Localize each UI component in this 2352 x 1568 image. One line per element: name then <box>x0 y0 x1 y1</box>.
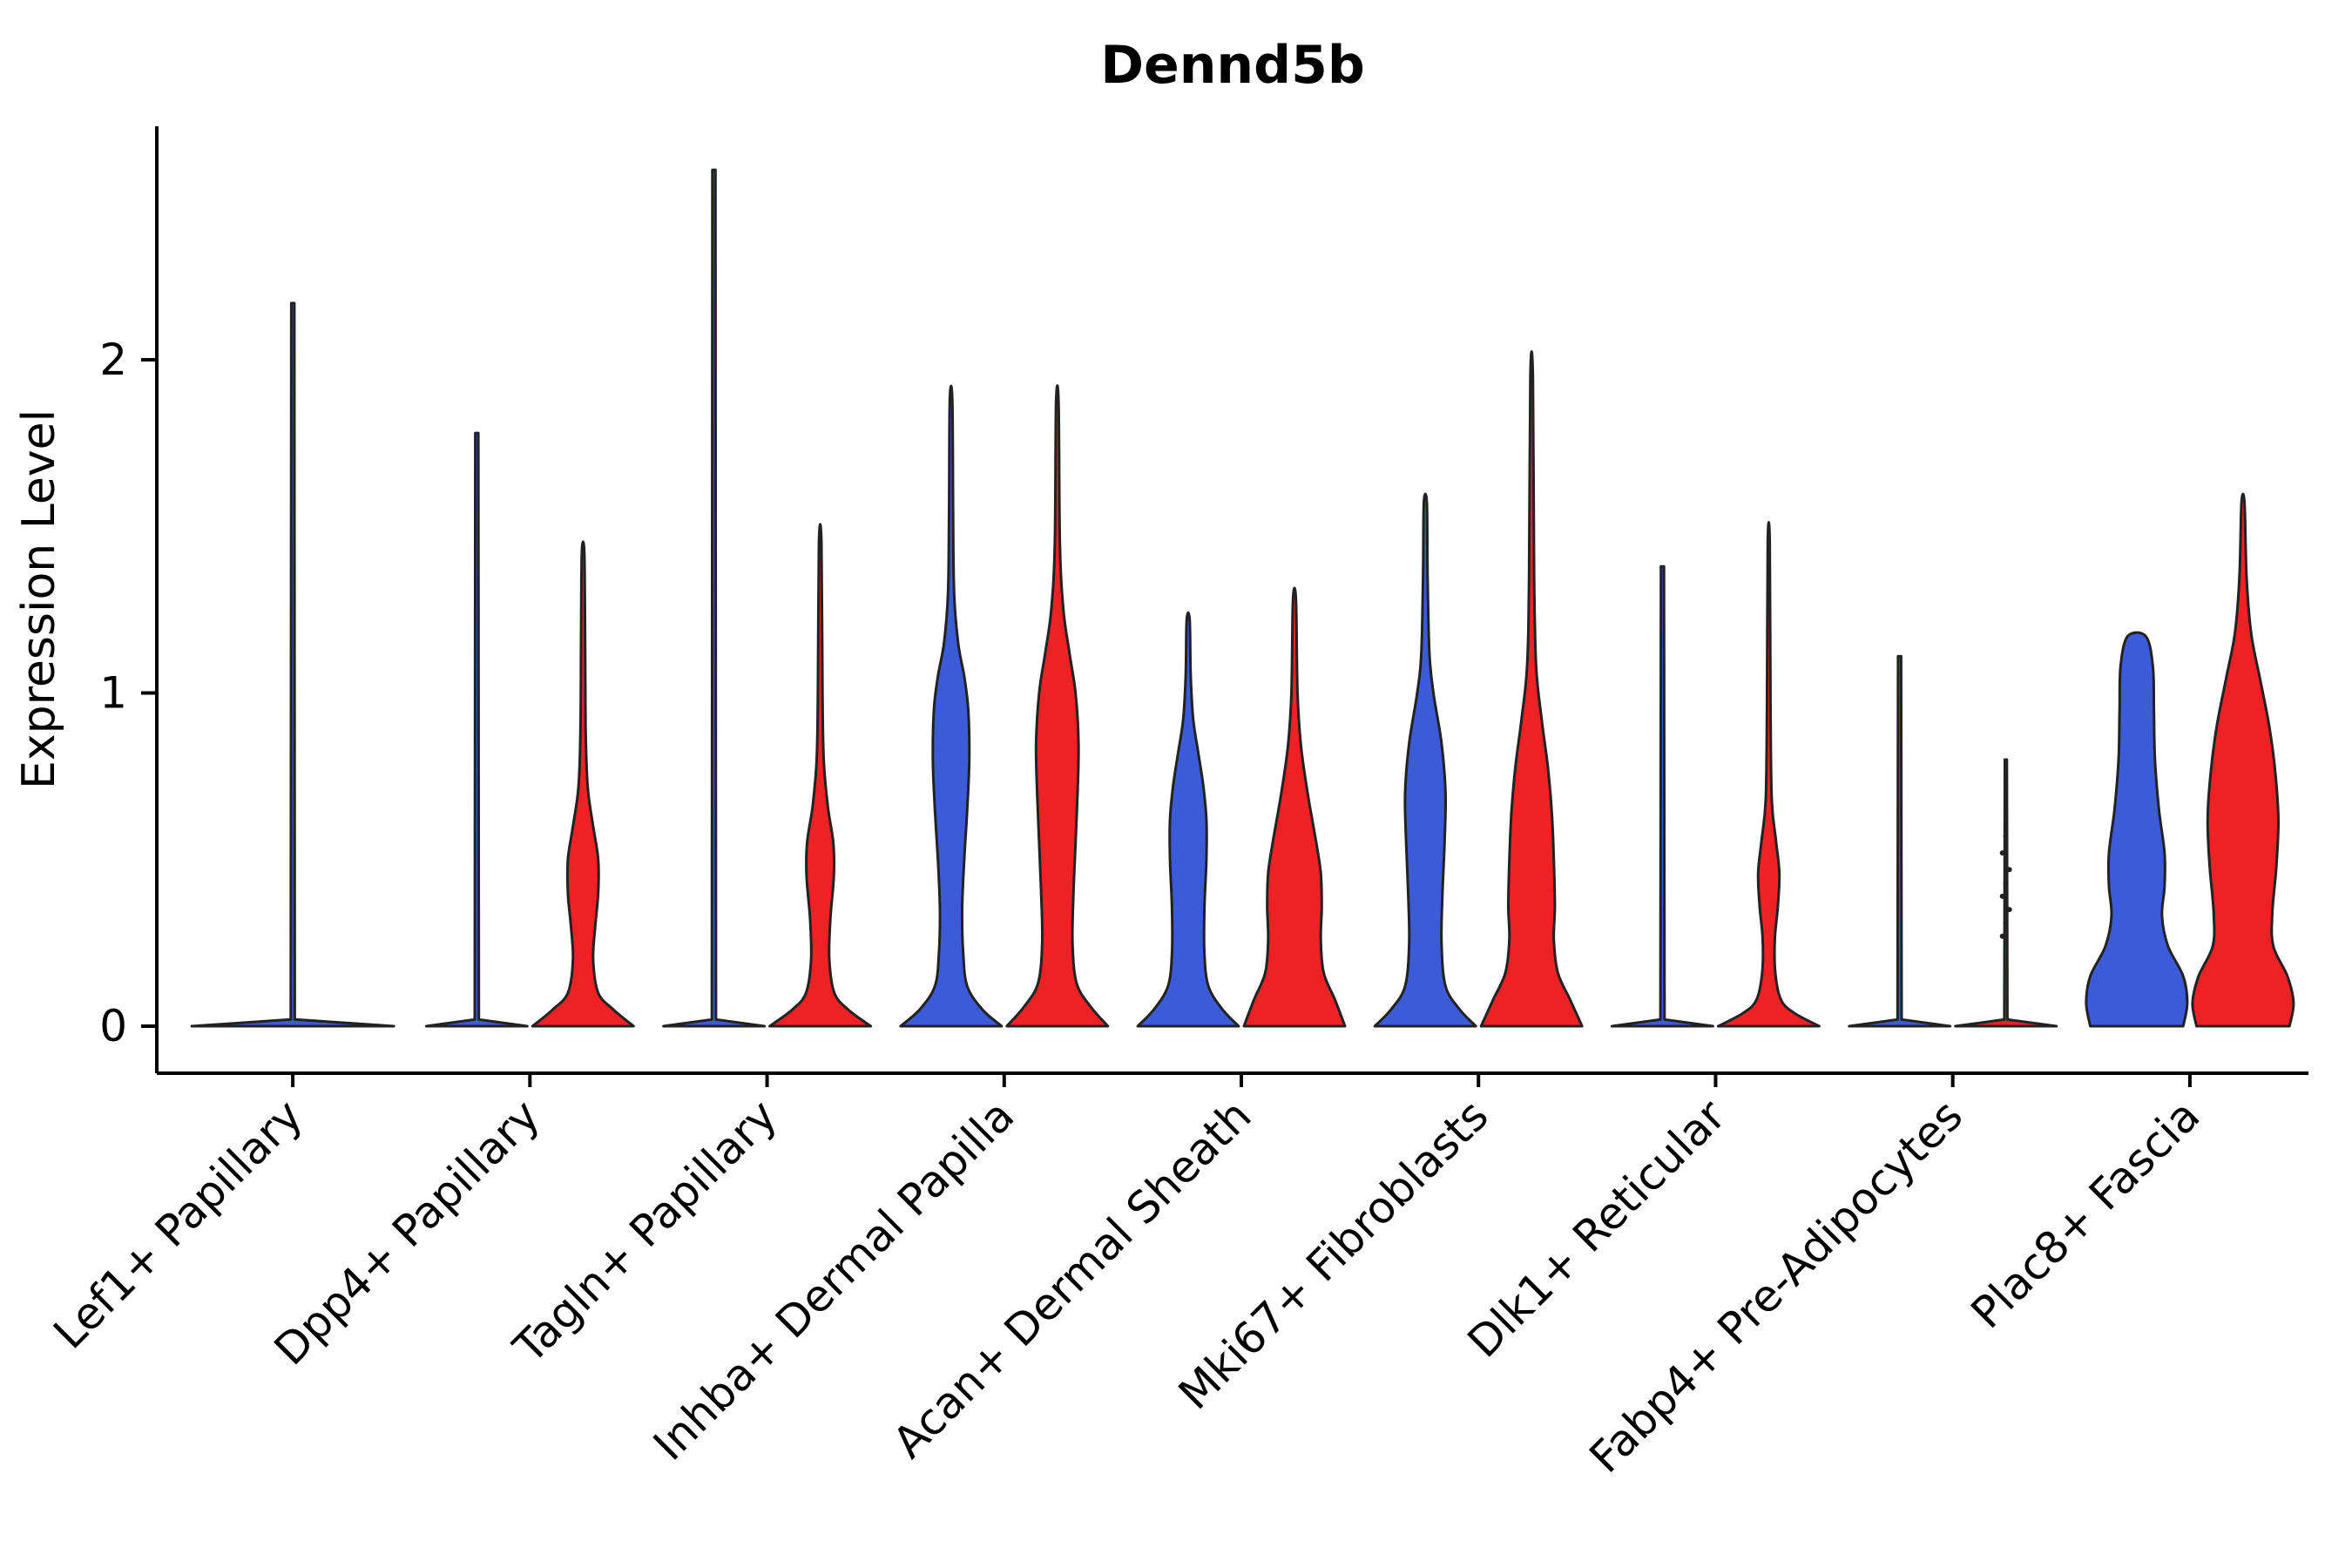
violin-red-8 <box>2191 492 2295 1028</box>
violin-red-4 <box>1242 586 1347 1028</box>
violin-red-2 <box>768 523 873 1028</box>
y-tick-labels: 0 1 2 <box>99 335 157 1051</box>
violin-blue-8 <box>2085 631 2189 1028</box>
violin-blue-5 <box>1373 492 1477 1028</box>
y-axis-label: Expression Level <box>13 409 65 789</box>
x-tick-label: Fabp4+ Pre-Adipocytes <box>1580 1090 1973 1483</box>
x-tick-label: Dpp4+ Papillary <box>265 1090 550 1375</box>
violin-red-5 <box>1479 350 1584 1028</box>
x-tick-label: Lef1+ Papillary <box>44 1090 313 1358</box>
jitter-point <box>1999 893 2005 899</box>
y-tick-label: 1 <box>99 668 127 719</box>
y-tick-label: 2 <box>99 335 127 385</box>
violin-red-7 <box>1954 758 2058 1028</box>
violin-blue-3 <box>899 384 1004 1028</box>
x-tick-label: Dlk1+ Reticular <box>1458 1090 1735 1367</box>
jitter-point <box>2003 833 2009 839</box>
jitter-point <box>2006 907 2012 913</box>
violins-layer <box>190 168 2295 1028</box>
violin-red-6 <box>1716 521 1821 1028</box>
violin-blue-2 <box>662 168 767 1028</box>
jitter-point <box>2003 920 2009 926</box>
violin-blue-0 <box>190 301 395 1028</box>
violin-red-3 <box>1005 384 1110 1028</box>
jitter-point <box>2003 880 2009 886</box>
chart-title: Dennd5b <box>1100 35 1365 96</box>
violin-blue-4 <box>1136 611 1240 1028</box>
x-tick-label: Tagln+ Papillary <box>504 1090 787 1373</box>
y-tick-label: 0 <box>99 1001 127 1051</box>
jitter-point <box>2006 867 2012 873</box>
x-tick-label: Plac8+ Fascia <box>1962 1090 2210 1338</box>
violin-blue-1 <box>424 431 529 1028</box>
violin-blue-6 <box>1610 564 1714 1028</box>
jitter-point <box>1999 933 2005 939</box>
violin-red-1 <box>531 540 635 1028</box>
violin-blue-7 <box>1848 654 1952 1028</box>
jitter-point <box>1999 850 2005 856</box>
axes <box>155 126 2308 1075</box>
